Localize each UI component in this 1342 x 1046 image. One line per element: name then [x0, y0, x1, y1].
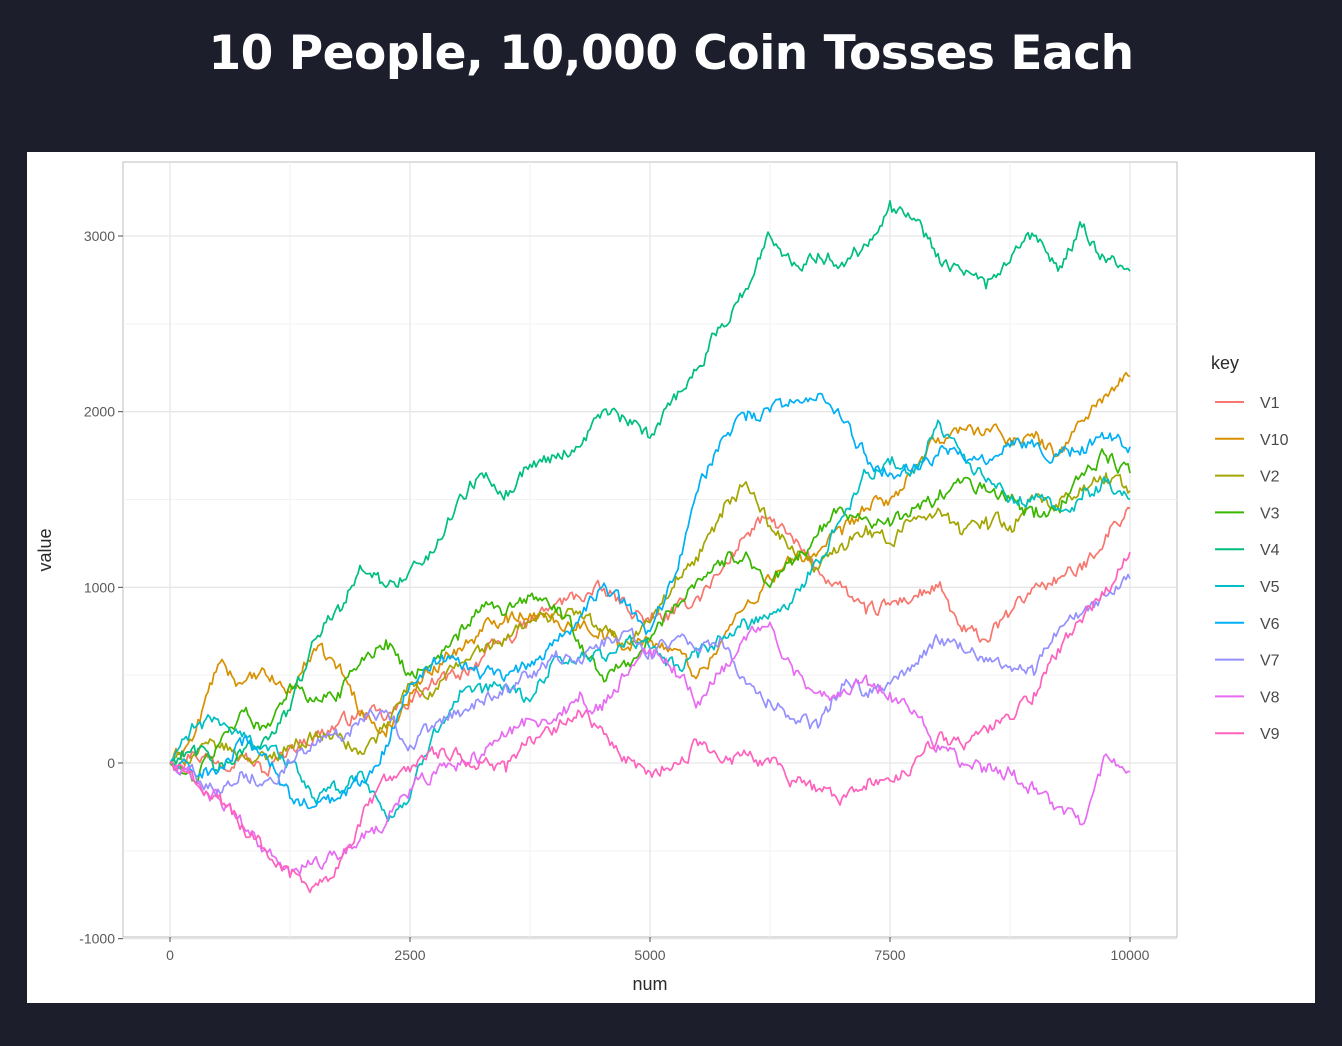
- series-lines: [169, 200, 1131, 894]
- series-line-v2: [169, 472, 1131, 765]
- x-tick-label: 10000: [1111, 947, 1150, 963]
- legend: key V1 V10 V2 V3 V4 V5 V6 V7 V8 V9: [1211, 353, 1289, 743]
- legend-label: V1: [1260, 395, 1280, 412]
- legend-label: V9: [1260, 726, 1280, 743]
- legend-label: V10: [1260, 432, 1289, 449]
- x-axis-title: num: [632, 974, 667, 994]
- legend-label: V5: [1260, 579, 1280, 596]
- legend-label: V4: [1260, 542, 1280, 559]
- major-gridlines: [123, 162, 1177, 940]
- slide-title: 10 People, 10,000 Coin Tosses Each: [208, 26, 1134, 81]
- y-tick-label: 2000: [84, 404, 115, 420]
- legend-label: V7: [1260, 653, 1280, 670]
- y-tick-label: 1000: [84, 579, 115, 595]
- y-tick-label: -1000: [79, 931, 115, 947]
- x-tick-label: 7500: [874, 947, 905, 963]
- legend-title: key: [1211, 353, 1239, 373]
- x-tick-label: 0: [166, 947, 174, 963]
- legend-label: V3: [1260, 505, 1280, 522]
- legend-label: V2: [1260, 469, 1280, 486]
- chart-card: -1000 0 1000 2000 3000 0 2500 5000 7500 10000 nu…: [27, 152, 1315, 1003]
- series-line-v4: [169, 200, 1131, 773]
- line-chart: -1000 0 1000 2000 3000 0 2500 5000 7500 10000 nu…: [35, 161, 1289, 994]
- x-axis-ticks: 0 2500 5000 7500 10000: [166, 937, 1150, 963]
- x-tick-label: 5000: [634, 947, 665, 963]
- y-tick-label: 3000: [84, 228, 115, 244]
- series-line-v3: [169, 448, 1131, 784]
- legend-label: V8: [1260, 689, 1280, 706]
- series-line-v6: [169, 392, 1131, 810]
- y-tick-label: 0: [107, 755, 115, 771]
- y-axis-ticks: -1000 0 1000 2000 3000: [79, 228, 123, 947]
- series-line-v9: [169, 551, 1131, 894]
- series-line-v8: [169, 621, 1131, 879]
- legend-label: V6: [1260, 616, 1280, 633]
- x-tick-label: 2500: [394, 947, 425, 963]
- y-axis-title: value: [35, 528, 55, 571]
